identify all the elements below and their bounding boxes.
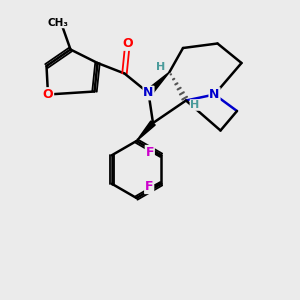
Text: F: F [146, 146, 154, 159]
Text: F: F [145, 180, 153, 193]
Text: O: O [122, 37, 133, 50]
Polygon shape [146, 72, 169, 95]
Text: H: H [157, 62, 166, 73]
Text: H: H [190, 100, 200, 110]
Text: CH₃: CH₃ [48, 17, 69, 28]
Polygon shape [136, 121, 155, 141]
Text: O: O [43, 88, 53, 101]
Text: N: N [143, 86, 154, 100]
Text: N: N [209, 88, 220, 101]
